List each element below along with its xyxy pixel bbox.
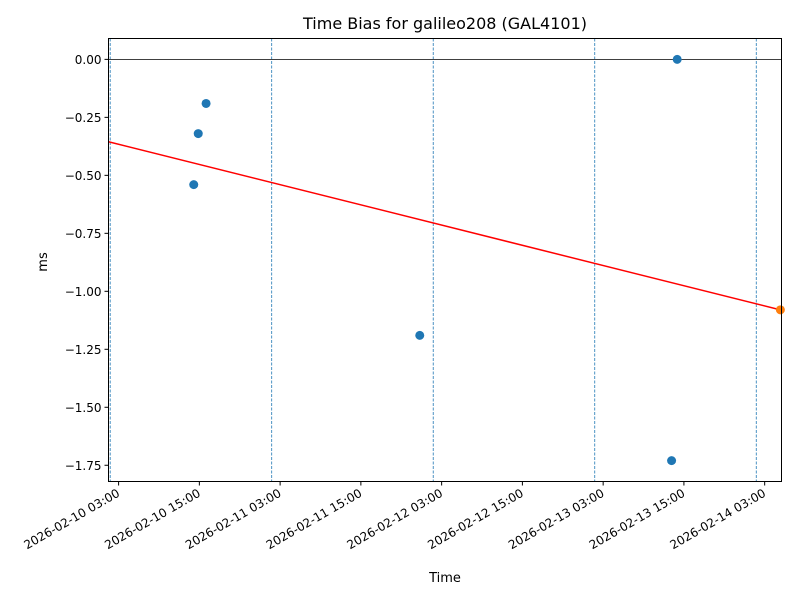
- y-tick-label: −1.00: [65, 285, 102, 299]
- highlight-point: [775, 305, 785, 315]
- data-point: [201, 98, 211, 108]
- trend-line: [108, 140, 781, 311]
- y-tick-label: −0.25: [65, 111, 102, 125]
- data-point: [193, 129, 203, 139]
- data-point: [667, 456, 677, 466]
- y-tick-label: −0.50: [65, 169, 102, 183]
- data-point: [415, 330, 425, 340]
- y-tick-label: −0.75: [65, 227, 102, 241]
- x-axis-label: Time: [428, 571, 461, 586]
- y-tick-label: −1.25: [65, 343, 102, 357]
- data-point: [189, 180, 199, 190]
- y-tick-label: 0.00: [75, 53, 102, 67]
- y-tick-label: −1.75: [65, 459, 102, 473]
- plot-area: [108, 38, 785, 482]
- y-axis-label: ms: [36, 252, 51, 272]
- plot-frame: [108, 38, 782, 482]
- y-tick-label: −1.50: [65, 401, 102, 415]
- chart-title: Time Bias for galileo208 (GAL4101): [302, 14, 587, 33]
- data-point: [672, 54, 682, 64]
